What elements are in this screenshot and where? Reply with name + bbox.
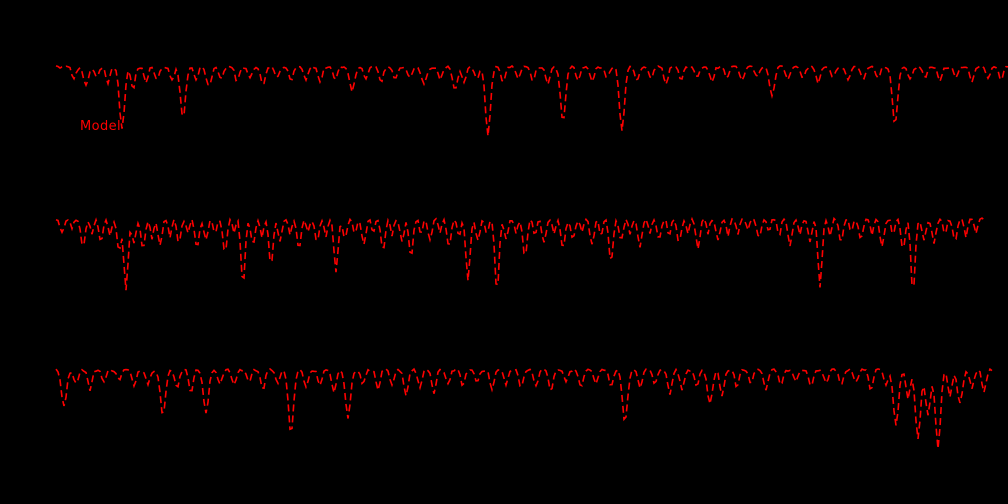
model-spectrum-line-middle (55, 216, 987, 291)
spectrum-plot-middle (55, 216, 987, 291)
spectrum-panel-bottom (0, 336, 1008, 504)
model-spectrum-line-bottom (55, 367, 993, 449)
spectrum-panel-top (0, 0, 1008, 168)
spectrum-panel-middle (0, 168, 1008, 336)
spectrum-plot-top (55, 64, 1008, 137)
legend-label-model: Model (80, 119, 122, 134)
model-spectrum-line-top (55, 64, 1008, 137)
spectrum-plot-bottom (55, 367, 993, 449)
